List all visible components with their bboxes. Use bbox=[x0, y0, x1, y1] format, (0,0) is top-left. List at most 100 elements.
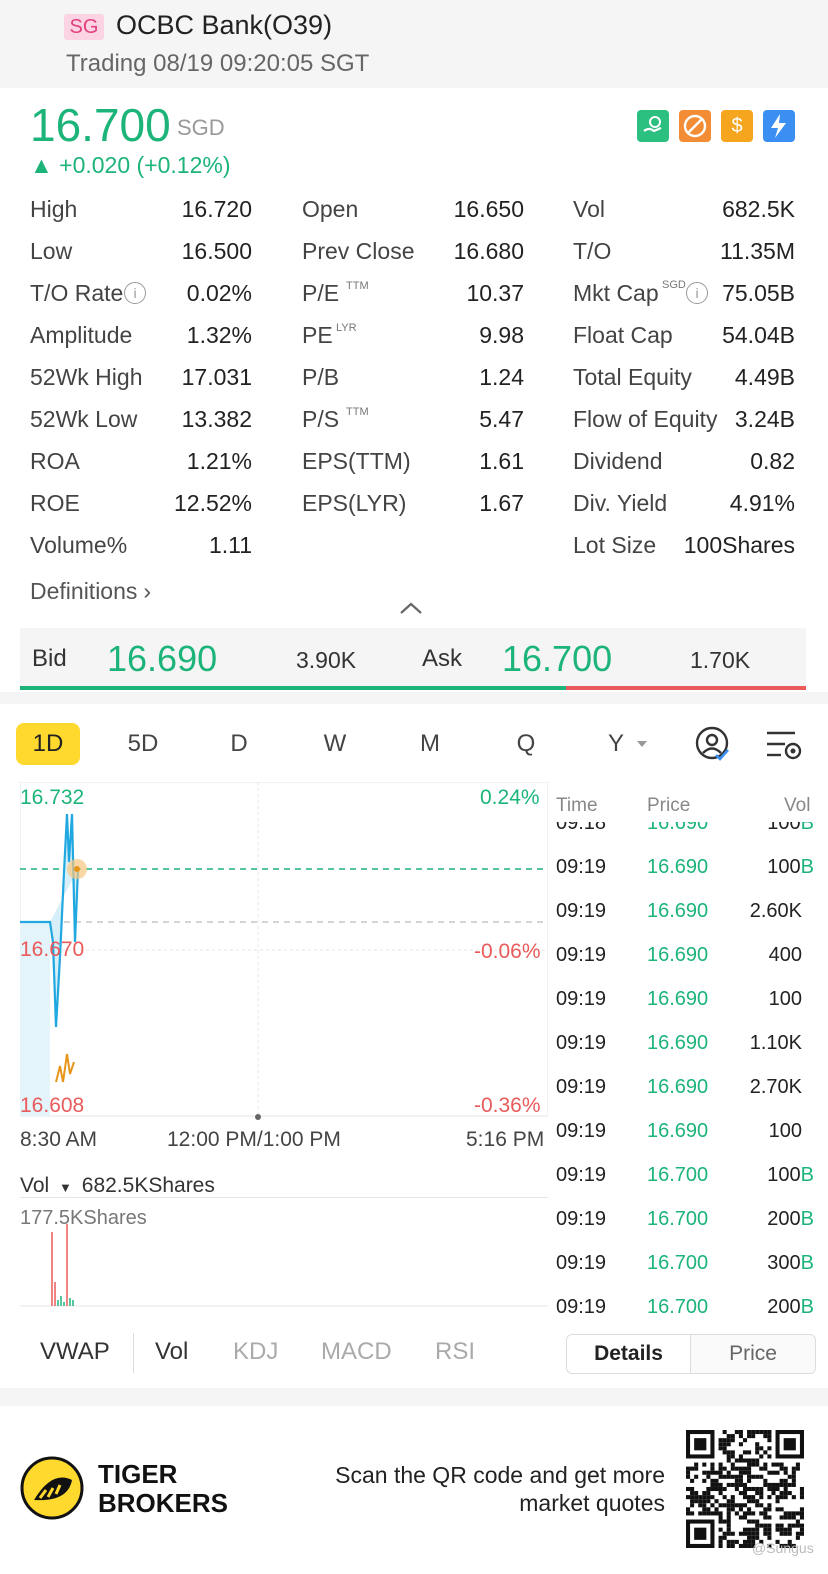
stat-value: 1.67 bbox=[479, 490, 524, 516]
tick-flag: B bbox=[800, 856, 814, 878]
caret-down-icon[interactable] bbox=[636, 736, 648, 754]
tick-time: 09:19 bbox=[556, 1120, 607, 1142]
tick-price: 16.690 bbox=[647, 822, 709, 834]
indicator-vol[interactable]: Vol bbox=[155, 1338, 189, 1365]
footer-divider bbox=[0, 1388, 828, 1406]
indicator-macd[interactable]: MACD bbox=[321, 1338, 392, 1365]
tick-row: 09:19 16.690 100 bbox=[550, 1112, 828, 1156]
tick-vol-value: 300 bbox=[767, 1252, 801, 1274]
intraday-chart[interactable] bbox=[20, 782, 548, 1122]
tick-time: 09:19 bbox=[556, 856, 607, 878]
tick-row: 09:18 16.690 100B bbox=[550, 822, 828, 848]
stat-label: P/E bbox=[302, 280, 340, 306]
tick-price: 16.690 bbox=[647, 856, 709, 878]
definitions-label: Definitions bbox=[30, 578, 138, 604]
tick-vol-value: 100 bbox=[767, 822, 801, 834]
collapse-icon[interactable] bbox=[398, 596, 424, 622]
tab-quarter[interactable]: Q bbox=[516, 730, 536, 757]
x-axis-start: 8:30 AM bbox=[20, 1128, 98, 1151]
info-icon[interactable]: i bbox=[686, 282, 708, 304]
indicator-kdj[interactable]: KDJ bbox=[233, 1338, 279, 1365]
tick-price: 16.690 bbox=[647, 1076, 709, 1098]
tick-vol-value: 200 bbox=[767, 1208, 801, 1230]
tick-vol: 200B bbox=[767, 1296, 814, 1319]
chart-settings-icon[interactable] bbox=[765, 727, 803, 768]
volume-chart bbox=[20, 1224, 548, 1307]
tick-price: 16.690 bbox=[647, 900, 709, 922]
stat-label: EPS(LYR) bbox=[302, 490, 407, 516]
tick-vol-value: 100 bbox=[768, 988, 802, 1010]
y-axis-bottom: 16.608 bbox=[20, 1094, 85, 1117]
stat-label: 52Wk High bbox=[30, 364, 143, 390]
stat-label: High bbox=[30, 196, 78, 222]
tab-1d[interactable]: 1D bbox=[16, 723, 80, 765]
tab-5d[interactable]: 5D bbox=[127, 730, 159, 757]
stat-value: 0.02% bbox=[186, 280, 252, 306]
stat-value: 3.24B bbox=[734, 406, 795, 432]
stat-label: P/B bbox=[302, 364, 340, 390]
tab-details[interactable]: Details bbox=[566, 1334, 691, 1374]
stat-label: ROA bbox=[30, 448, 80, 474]
indicator-rsi[interactable]: RSI bbox=[435, 1338, 476, 1365]
tick-time: 09:19 bbox=[556, 1208, 607, 1230]
tab-price[interactable]: Price bbox=[690, 1334, 816, 1374]
info-icon[interactable]: i bbox=[124, 282, 146, 304]
tick-vol: 100B bbox=[767, 1164, 814, 1187]
tick-price: 16.700 bbox=[647, 1164, 709, 1186]
stat-value: 1.32% bbox=[186, 322, 252, 348]
tab-year[interactable]: Y bbox=[607, 730, 624, 757]
stat-superscript: LYR bbox=[336, 322, 357, 334]
stat-label: Prev Close bbox=[302, 238, 415, 264]
ticks-header-time: Time bbox=[556, 795, 598, 816]
dollar-icon[interactable]: $ bbox=[721, 110, 753, 142]
tick-time: 09:19 bbox=[556, 1252, 607, 1274]
tick-time: 09:19 bbox=[556, 1032, 607, 1054]
caret-down-icon: ▼ bbox=[59, 1180, 72, 1195]
crosshair-dot bbox=[74, 866, 80, 872]
indicator-vwap[interactable]: VWAP bbox=[40, 1338, 110, 1365]
lightning-icon[interactable] bbox=[763, 110, 795, 142]
ask-price[interactable]: 16.700 bbox=[502, 638, 613, 679]
bid-ask-bar bbox=[20, 628, 806, 686]
price-change: ▲ +0.020 (+0.12%) bbox=[30, 152, 231, 178]
tick-vol: 400 bbox=[769, 944, 802, 967]
vol-selector[interactable]: Vol ▼ 682.5KShares bbox=[20, 1174, 215, 1198]
stat-label: T/O Rate bbox=[30, 280, 124, 306]
last-price: 16.700 bbox=[30, 99, 171, 151]
bid-price[interactable]: 16.690 bbox=[107, 638, 218, 679]
stat-label: ROE bbox=[30, 490, 80, 516]
tick-time: 09:19 bbox=[556, 900, 607, 922]
bid-label: Bid bbox=[32, 645, 67, 672]
tick-price: 16.690 bbox=[647, 1032, 709, 1054]
stat-value: 4.49B bbox=[734, 364, 795, 390]
chevron-right-icon: › bbox=[143, 578, 152, 604]
stat-label: Total Equity bbox=[573, 364, 692, 390]
tab-day[interactable]: D bbox=[230, 730, 248, 757]
tick-price: 16.690 bbox=[647, 988, 709, 1010]
stat-label: PE bbox=[302, 322, 333, 348]
y-axis-mid: 16.670 bbox=[20, 938, 85, 961]
stat-value: 13.382 bbox=[181, 406, 252, 432]
qr-caption-1: Scan the QR code and get more bbox=[335, 1462, 665, 1488]
tick-price: 16.700 bbox=[647, 1296, 709, 1318]
tick-vol: 2.70K bbox=[750, 1076, 802, 1099]
header bbox=[0, 0, 828, 88]
stock-title: OCBC Bank(O39) bbox=[116, 10, 333, 40]
cash-hand-icon[interactable] bbox=[637, 110, 669, 142]
stat-value: 16.720 bbox=[181, 196, 252, 222]
vol-total: 682.5KShares bbox=[81, 1174, 215, 1197]
tab-month[interactable]: M bbox=[420, 730, 440, 757]
definitions-link[interactable]: Definitions › bbox=[30, 578, 151, 605]
brand-line-2: BROKERS bbox=[98, 1488, 229, 1518]
tab-week[interactable]: W bbox=[323, 730, 347, 757]
tick-flag: B bbox=[800, 1252, 814, 1274]
no-short-icon[interactable] bbox=[679, 110, 711, 142]
tick-vol: 100 bbox=[769, 988, 802, 1011]
stat-superscript: TTM bbox=[346, 280, 369, 292]
ask-label: Ask bbox=[422, 645, 463, 672]
user-check-icon[interactable] bbox=[694, 725, 732, 768]
tick-flag: B bbox=[800, 1296, 814, 1318]
tick-flag: B bbox=[800, 1208, 814, 1230]
ticks-list[interactable]: 09:18 16.690 100B 09:19 16.690 100B 09:19 16.69… bbox=[550, 822, 828, 1326]
x-axis-end: 5:16 PM bbox=[466, 1128, 545, 1151]
